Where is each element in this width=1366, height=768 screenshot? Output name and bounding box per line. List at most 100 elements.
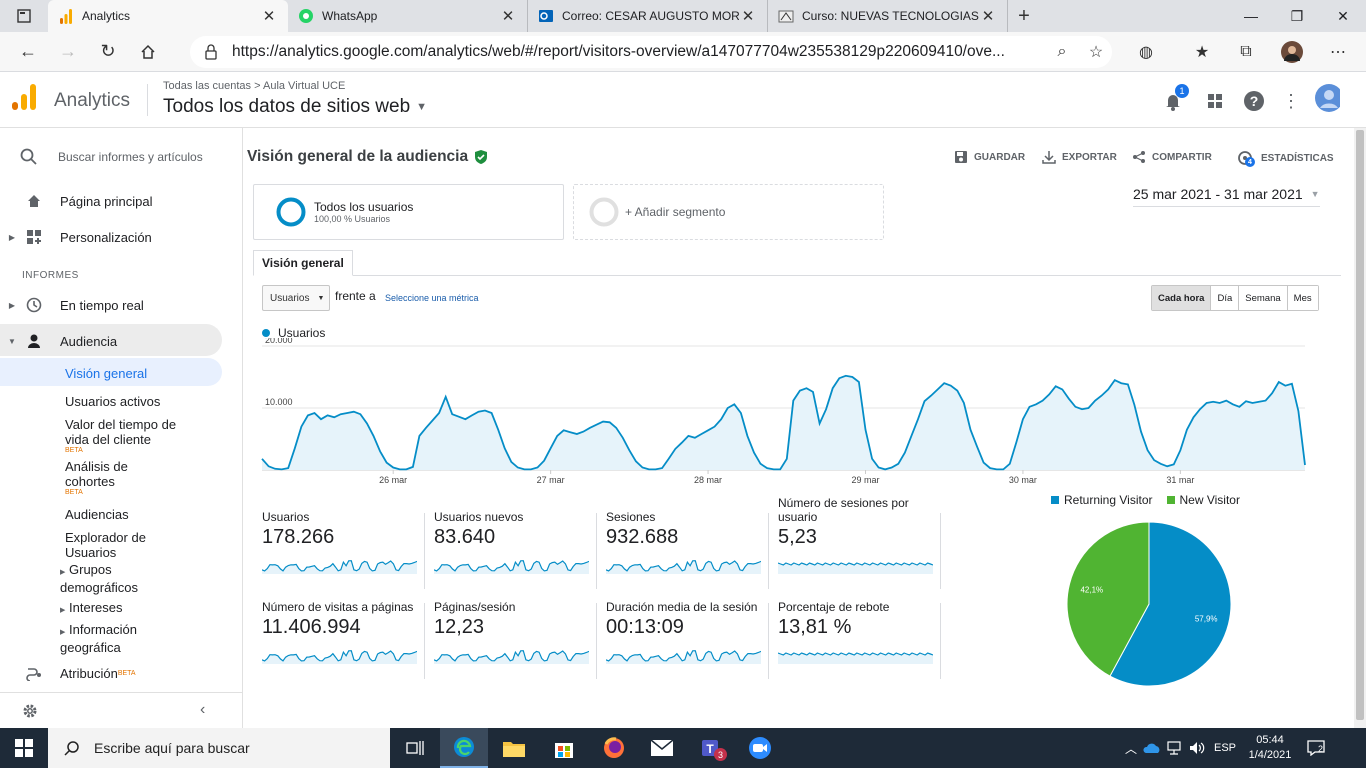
gear-icon[interactable] — [22, 703, 38, 719]
close-tab-icon[interactable]: ✕ — [981, 8, 995, 25]
collections-icon[interactable]: ⧉ — [1240, 43, 1252, 60]
metric-tile[interactable]: Porcentaje de rebote 13,81 % — [778, 600, 938, 664]
apps-grid-icon[interactable] — [1202, 88, 1228, 114]
granularity-month[interactable]: Mes — [1286, 286, 1318, 310]
sidebar-item-audience[interactable]: ▼ Audiencia — [8, 333, 118, 349]
extension-icon[interactable]: ◍ — [1139, 44, 1153, 61]
sidebar-subitem-demographics[interactable]: ▶ Grupos demográficos — [60, 562, 180, 595]
windows-start-icon[interactable] — [0, 728, 48, 768]
help-icon[interactable]: ? — [1241, 88, 1267, 114]
sidebar-subitem-overview[interactable]: Visión general — [65, 366, 148, 381]
tab-label: Analytics — [82, 9, 131, 23]
sidebar-subitem-cohorts[interactable]: Análisis de cohortes BETA — [65, 459, 145, 497]
sidebar-item-attribution[interactable]: Atribución BETA — [0, 664, 243, 682]
user-avatar[interactable] — [1314, 84, 1340, 112]
tray-chevron-up-icon[interactable]: ︿ — [1124, 741, 1137, 756]
x-tick-label: 27 mar — [537, 475, 565, 485]
home-icon[interactable] — [128, 36, 168, 68]
more-menu-icon[interactable]: ⋯ — [1330, 44, 1346, 61]
restore-icon[interactable]: ❐ — [1290, 7, 1304, 24]
task-view-icon[interactable] — [392, 728, 440, 768]
download-icon — [1042, 151, 1056, 164]
metric-sparkline — [778, 652, 933, 664]
sidebar-subitem-lifetime[interactable]: Valor del tiempo de vida del cliente BET… — [65, 417, 190, 455]
url-bar[interactable]: https://analytics.google.com/analytics/w… — [190, 36, 1112, 68]
tab-moodle[interactable]: Curso: NUEVAS TECNOLOGIAS E ✕ — [768, 0, 1008, 32]
metric-tile[interactable]: Sesiones 932.688 — [606, 510, 766, 574]
metric-tile[interactable]: Usuarios 178.266 — [262, 510, 422, 574]
profile-avatar[interactable] — [1276, 36, 1308, 68]
segment-all-users[interactable]: Todos los usuarios 100,00 % Usuarios — [253, 184, 564, 240]
forward-arrow-icon[interactable]: → — [59, 41, 77, 61]
taskbar-search[interactable]: Escribe aquí para buscar — [48, 728, 390, 768]
granularity-week[interactable]: Semana — [1238, 286, 1287, 310]
store-icon[interactable] — [540, 728, 588, 768]
page-scrollbar[interactable] — [1354, 128, 1366, 728]
account-selector[interactable]: Todos los datos de sitios web ▼ — [163, 96, 427, 118]
close-tab-icon[interactable]: ✕ — [262, 8, 276, 25]
metric-tile[interactable]: Páginas/sesión 12,23 — [434, 600, 594, 664]
metric-select[interactable]: Usuarios ▼ — [262, 285, 330, 311]
sidebar-item-home[interactable]: Página principal — [0, 192, 243, 210]
tab-analytics[interactable]: Analytics ✕ — [48, 0, 288, 32]
save-button[interactable]: GUARDAR — [954, 150, 1025, 164]
sidebar-subitem-geo[interactable]: ▶ Información geográfica — [60, 622, 170, 655]
network-icon[interactable] — [1164, 741, 1186, 755]
sidebar-item-realtime[interactable]: ▶ En tiempo real — [8, 297, 144, 313]
share-button[interactable]: COMPARTIR — [1132, 150, 1212, 164]
select-metric-link[interactable]: Seleccione una métrica — [385, 293, 479, 303]
sidebar-item-label: Atribución — [60, 665, 118, 681]
granularity-hourly[interactable]: Cada hora — [1152, 286, 1211, 310]
add-favorite-icon[interactable]: ☆ — [1088, 44, 1104, 61]
back-arrow-icon[interactable]: ← — [19, 41, 37, 61]
granularity-day[interactable]: Día — [1210, 286, 1239, 310]
reload-icon[interactable]: ↻ — [100, 41, 116, 61]
more-vert-icon[interactable]: ⋮ — [1282, 90, 1300, 111]
sidebar-subitem-explorer[interactable]: Explorador de Usuarios — [65, 530, 146, 560]
teams-icon[interactable]: T 3 — [688, 728, 736, 768]
zoom-icon[interactable]: ⌕ — [1057, 43, 1067, 60]
minimize-icon[interactable]: — — [1244, 8, 1258, 24]
tab-whatsapp[interactable]: WhatsApp ✕ — [288, 0, 528, 32]
sidebar-subitem-interests[interactable]: ▶ Intereses — [60, 600, 123, 618]
pie-slice[interactable] — [1066, 521, 1150, 677]
analytics-logo[interactable] — [12, 84, 36, 110]
favorites-icon[interactable]: ★ — [1194, 44, 1210, 61]
metric-tile[interactable]: Número de visitas a páginas 11.406.994 — [262, 600, 422, 664]
close-tab-icon[interactable]: ✕ — [741, 8, 755, 25]
input-language[interactable]: ESP — [1213, 742, 1236, 754]
insights-button[interactable]: 4 ESTADÍSTICAS — [1237, 150, 1334, 167]
pie-slice[interactable] — [1109, 521, 1232, 687]
zoom-app-icon[interactable] — [736, 728, 784, 768]
close-tab-icon[interactable]: ✕ — [501, 8, 515, 25]
metric-tile[interactable]: Duración media de la sesión 00:13:09 — [606, 600, 766, 664]
notification-center-icon[interactable]: 2 — [1298, 740, 1334, 756]
scrollbar-thumb[interactable] — [1356, 130, 1364, 720]
clock[interactable]: 05:44 1/4/2021 — [1242, 733, 1298, 763]
firefox-icon[interactable] — [590, 728, 638, 768]
breadcrumb[interactable]: Todas las cuentas > Aula Virtual UCE — [163, 80, 346, 92]
onedrive-icon[interactable] — [1140, 742, 1164, 754]
metric-tile[interactable]: Usuarios nuevos 83.640 — [434, 510, 594, 574]
notifications-bell-icon[interactable] — [1160, 88, 1186, 114]
segment-circle-icon — [276, 197, 306, 227]
metric-tile[interactable]: Número de sesiones por usuario 5,23 — [778, 496, 938, 574]
tab-overview[interactable]: Visión general — [253, 250, 353, 276]
tab-outlook[interactable]: Correo: CESAR AUGUSTO MORA ✕ — [528, 0, 768, 32]
sidebar-search[interactable]: Buscar informes y artículos — [20, 148, 203, 166]
tab-divider — [253, 275, 1341, 276]
new-tab-button[interactable]: + — [1018, 4, 1030, 27]
close-window-icon[interactable]: ✕ — [1337, 7, 1349, 24]
add-segment-button[interactable]: + Añadir segmento — [573, 184, 884, 240]
window-menu-icon[interactable] — [0, 0, 48, 32]
export-button[interactable]: EXPORTAR — [1042, 150, 1117, 164]
date-range-picker[interactable]: 25 mar 2021 - 31 mar 2021 ▼ — [1133, 186, 1320, 207]
collapse-sidebar-icon[interactable]: ‹ — [200, 701, 206, 718]
edge-icon[interactable] — [440, 728, 488, 768]
mail-icon[interactable] — [638, 728, 686, 768]
sidebar-subitem-audiences[interactable]: Audiencias — [65, 507, 129, 522]
sidebar-subitem-active-users[interactable]: Usuarios activos — [65, 394, 161, 409]
volume-icon[interactable] — [1186, 741, 1208, 755]
sidebar-item-custom[interactable]: ▶ Personalización — [8, 229, 152, 245]
file-explorer-icon[interactable] — [490, 728, 538, 768]
